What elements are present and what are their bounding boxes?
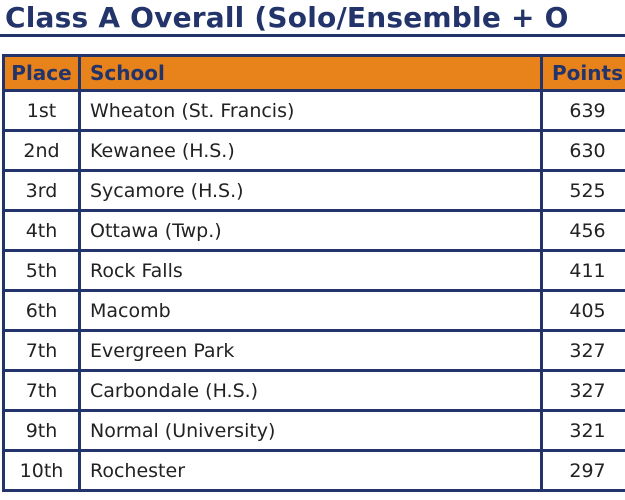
place-cell: 2nd [2, 129, 81, 173]
points-cell: 456 [540, 209, 625, 253]
school-cell: Macomb [78, 289, 543, 333]
school-cell: Carbondale (H.S.) [78, 369, 543, 413]
school-cell: Wheaton (St. Francis) [78, 89, 543, 133]
table-header-row: Place School Points [2, 54, 625, 93]
table-row: 10th Rochester 297 [2, 449, 625, 493]
table-row: 7th Evergreen Park 327 [2, 329, 625, 373]
school-cell: Normal (University) [78, 409, 543, 453]
place-cell: 7th [2, 329, 81, 373]
table-row: 4th Ottawa (Twp.) 456 [2, 209, 625, 253]
points-cell: 405 [540, 289, 625, 333]
place-cell: 4th [2, 209, 81, 253]
table-row: 5th Rock Falls 411 [2, 249, 625, 293]
school-cell: Rochester [78, 449, 543, 493]
school-cell: Evergreen Park [78, 329, 543, 373]
place-cell: 3rd [2, 169, 81, 213]
place-cell: 5th [2, 249, 81, 293]
points-column-header: Points [540, 54, 625, 93]
points-cell: 327 [540, 329, 625, 373]
page-title: Class A Overall (Solo/Ensemble + O [0, 0, 625, 38]
school-cell: Ottawa (Twp.) [78, 209, 543, 253]
place-column-header: Place [2, 54, 81, 93]
table-row: 2nd Kewanee (H.S.) 630 [2, 129, 625, 173]
points-cell: 327 [540, 369, 625, 413]
table-row: 6th Macomb 405 [2, 289, 625, 333]
place-cell: 10th [2, 449, 81, 493]
points-cell: 297 [540, 449, 625, 493]
standings-table: Place School Points 1st Wheaton (St. Fra… [2, 54, 625, 493]
table-row: 9th Normal (University) 321 [2, 409, 625, 453]
school-cell: Kewanee (H.S.) [78, 129, 543, 173]
school-cell: Sycamore (H.S.) [78, 169, 543, 213]
table-row: 3rd Sycamore (H.S.) 525 [2, 169, 625, 213]
points-cell: 630 [540, 129, 625, 173]
points-cell: 321 [540, 409, 625, 453]
school-cell: Rock Falls [78, 249, 543, 293]
points-cell: 639 [540, 89, 625, 133]
table-row: 7th Carbondale (H.S.) 327 [2, 369, 625, 413]
place-cell: 1st [2, 89, 81, 133]
place-cell: 7th [2, 369, 81, 413]
school-column-header: School [78, 54, 543, 93]
points-cell: 411 [540, 249, 625, 293]
place-cell: 6th [2, 289, 81, 333]
table-row: 1st Wheaton (St. Francis) 639 [2, 89, 625, 133]
place-cell: 9th [2, 409, 81, 453]
points-cell: 525 [540, 169, 625, 213]
